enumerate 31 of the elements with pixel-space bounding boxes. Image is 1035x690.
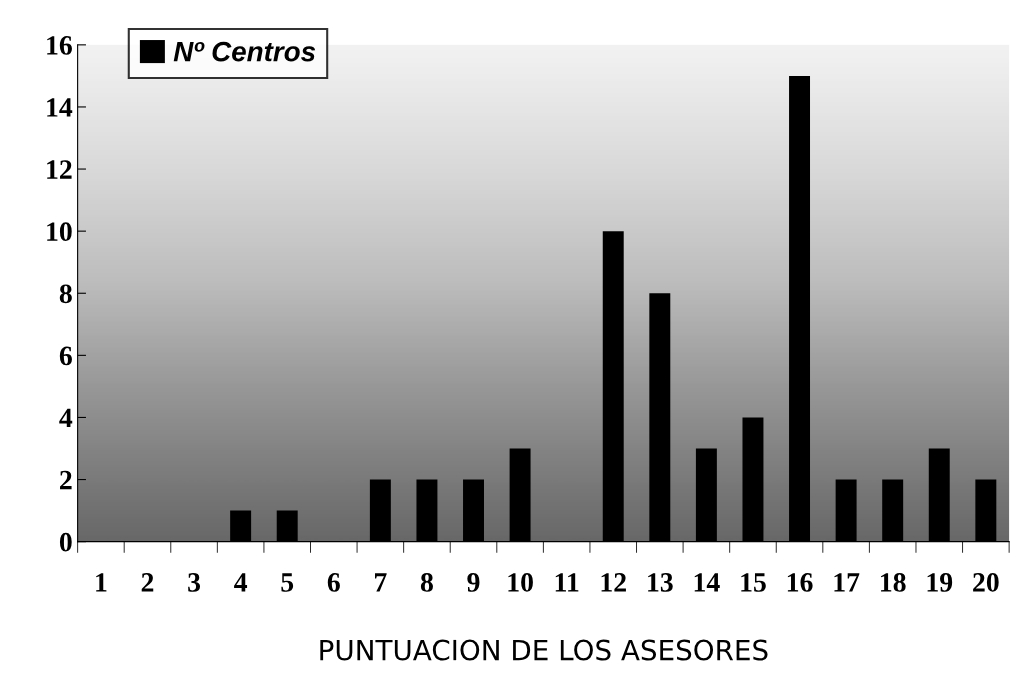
legend-label: Nº Centros [173,41,316,62]
x-tick-label: 2 [141,573,154,592]
y-tick-label: 8 [59,284,72,304]
y-tick-label: 0 [59,532,72,552]
x-tick-label: 15 [741,573,766,592]
x-tick-label: 5 [281,573,294,592]
y-tick-label: 2 [60,470,72,490]
x-tick-label: 16 [787,573,813,592]
x-tick-label: 11 [555,573,579,592]
x-tick-label: 20 [973,573,999,592]
x-tick-label: 13 [648,573,673,592]
y-tick-label: 10 [47,222,72,242]
x-axis-title: PUNTUACION DE LOS ASESORES [320,639,768,661]
y-tick-label: 12 [47,160,72,179]
x-tick-label: 18 [881,573,906,592]
x-tick-label: 14 [694,573,720,592]
x-tick-label: 4 [234,573,248,592]
y-tick-label: 14 [47,98,73,117]
x-tick-label: 9 [467,573,480,592]
y-tick-label: 6 [59,346,72,366]
x-tick-label: 6 [327,573,340,592]
y-tick-label: 16 [47,36,72,55]
y-tick-label: 4 [59,408,73,428]
x-tick-label: 12 [601,573,626,592]
x-tick-label: 19 [927,573,953,592]
x-tick-label: 1 [96,573,107,592]
x-tick-label: 8 [420,573,433,592]
x-tick-label: 10 [508,573,533,592]
x-tick-label: 7 [375,573,387,592]
x-tick-label: 3 [188,573,201,592]
x-tick-label: 17 [834,573,860,592]
